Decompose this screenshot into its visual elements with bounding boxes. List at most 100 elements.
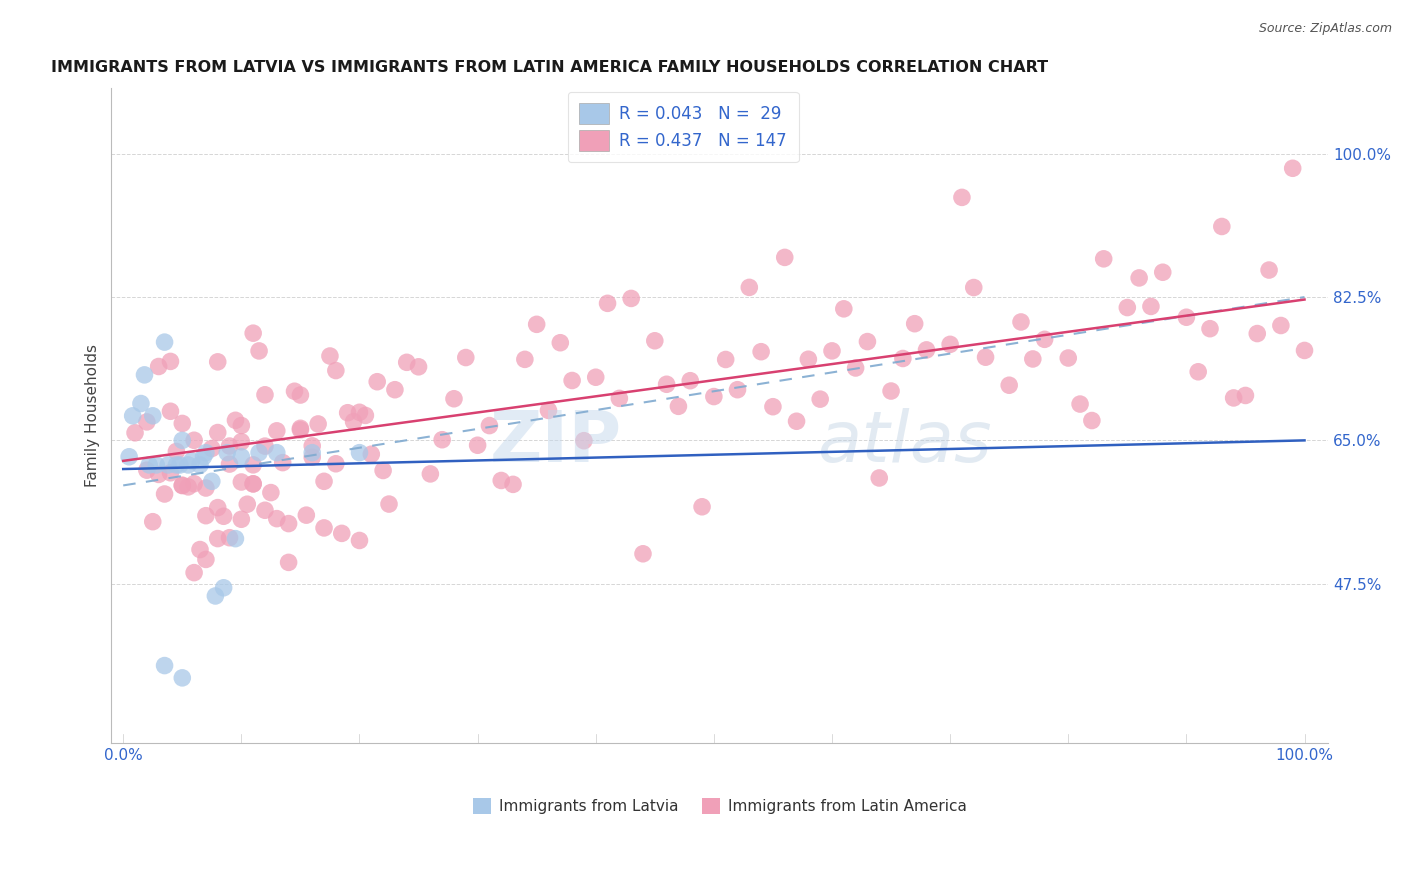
Point <box>891 351 914 366</box>
Point <box>247 343 270 358</box>
Point <box>183 434 205 448</box>
Point <box>786 414 808 428</box>
Point <box>655 377 678 392</box>
Point <box>159 466 181 480</box>
Point <box>419 467 441 481</box>
Point <box>609 392 631 406</box>
Point <box>1281 161 1303 176</box>
Point <box>354 409 377 423</box>
Point <box>585 370 607 384</box>
Point <box>301 439 323 453</box>
Point <box>312 521 335 535</box>
Point <box>1010 315 1032 329</box>
Point <box>177 458 200 472</box>
Point <box>939 337 962 351</box>
Point <box>290 423 312 437</box>
Point <box>319 349 342 363</box>
Point <box>201 475 224 489</box>
Point <box>620 292 643 306</box>
Point <box>271 456 294 470</box>
Point <box>467 438 489 452</box>
Point <box>366 375 388 389</box>
Point <box>395 355 418 369</box>
Point <box>312 475 335 489</box>
Point <box>260 485 283 500</box>
Point <box>489 474 512 488</box>
Point <box>773 251 796 265</box>
Point <box>194 552 217 566</box>
Point <box>212 509 235 524</box>
Point <box>266 445 288 459</box>
Point <box>856 334 879 349</box>
Point <box>679 374 702 388</box>
Point <box>738 280 761 294</box>
Point <box>207 532 229 546</box>
Point <box>526 318 548 332</box>
Point <box>231 450 253 464</box>
Point <box>172 478 194 492</box>
Point <box>124 425 146 440</box>
Point <box>408 359 430 374</box>
Point <box>177 480 200 494</box>
Point <box>1234 388 1257 402</box>
Point <box>1199 321 1222 335</box>
Point <box>336 406 359 420</box>
Point <box>188 542 211 557</box>
Point <box>253 388 276 402</box>
Point <box>1057 351 1080 365</box>
Point <box>561 374 583 388</box>
Point <box>690 500 713 514</box>
Point <box>904 317 927 331</box>
Point <box>172 434 194 448</box>
Point <box>974 350 997 364</box>
Point <box>349 445 371 459</box>
Point <box>1116 301 1139 315</box>
Point <box>307 417 329 431</box>
Point <box>845 361 868 376</box>
Point <box>430 433 453 447</box>
Point <box>153 335 176 350</box>
Text: ZIP: ZIP <box>491 408 623 476</box>
Point <box>129 396 152 410</box>
Text: atlas: atlas <box>817 408 991 476</box>
Point <box>266 424 288 438</box>
Point <box>194 508 217 523</box>
Point <box>349 405 371 419</box>
Point <box>762 400 785 414</box>
Point <box>808 392 831 406</box>
Point <box>1033 332 1056 346</box>
Point <box>207 425 229 440</box>
Legend: Immigrants from Latvia, Immigrants from Latin America: Immigrants from Latvia, Immigrants from … <box>465 790 974 822</box>
Point <box>360 447 382 461</box>
Point <box>1175 310 1198 325</box>
Point <box>194 481 217 495</box>
Point <box>290 388 312 402</box>
Point <box>596 296 619 310</box>
Point <box>242 326 264 341</box>
Point <box>868 471 890 485</box>
Point <box>242 458 264 472</box>
Point <box>121 409 143 423</box>
Point <box>217 445 239 459</box>
Point <box>668 400 690 414</box>
Point <box>301 445 323 459</box>
Point <box>253 503 276 517</box>
Point <box>727 383 749 397</box>
Point <box>1258 263 1281 277</box>
Point <box>135 463 157 477</box>
Point <box>231 418 253 433</box>
Point <box>218 457 240 471</box>
Point <box>231 475 253 489</box>
Point <box>478 418 501 433</box>
Point <box>242 476 264 491</box>
Point <box>145 458 167 472</box>
Point <box>138 458 160 472</box>
Point <box>159 354 181 368</box>
Point <box>1246 326 1268 341</box>
Point <box>572 434 595 448</box>
Point <box>550 335 572 350</box>
Point <box>703 390 725 404</box>
Point <box>142 515 165 529</box>
Point <box>201 442 224 456</box>
Point <box>1128 271 1150 285</box>
